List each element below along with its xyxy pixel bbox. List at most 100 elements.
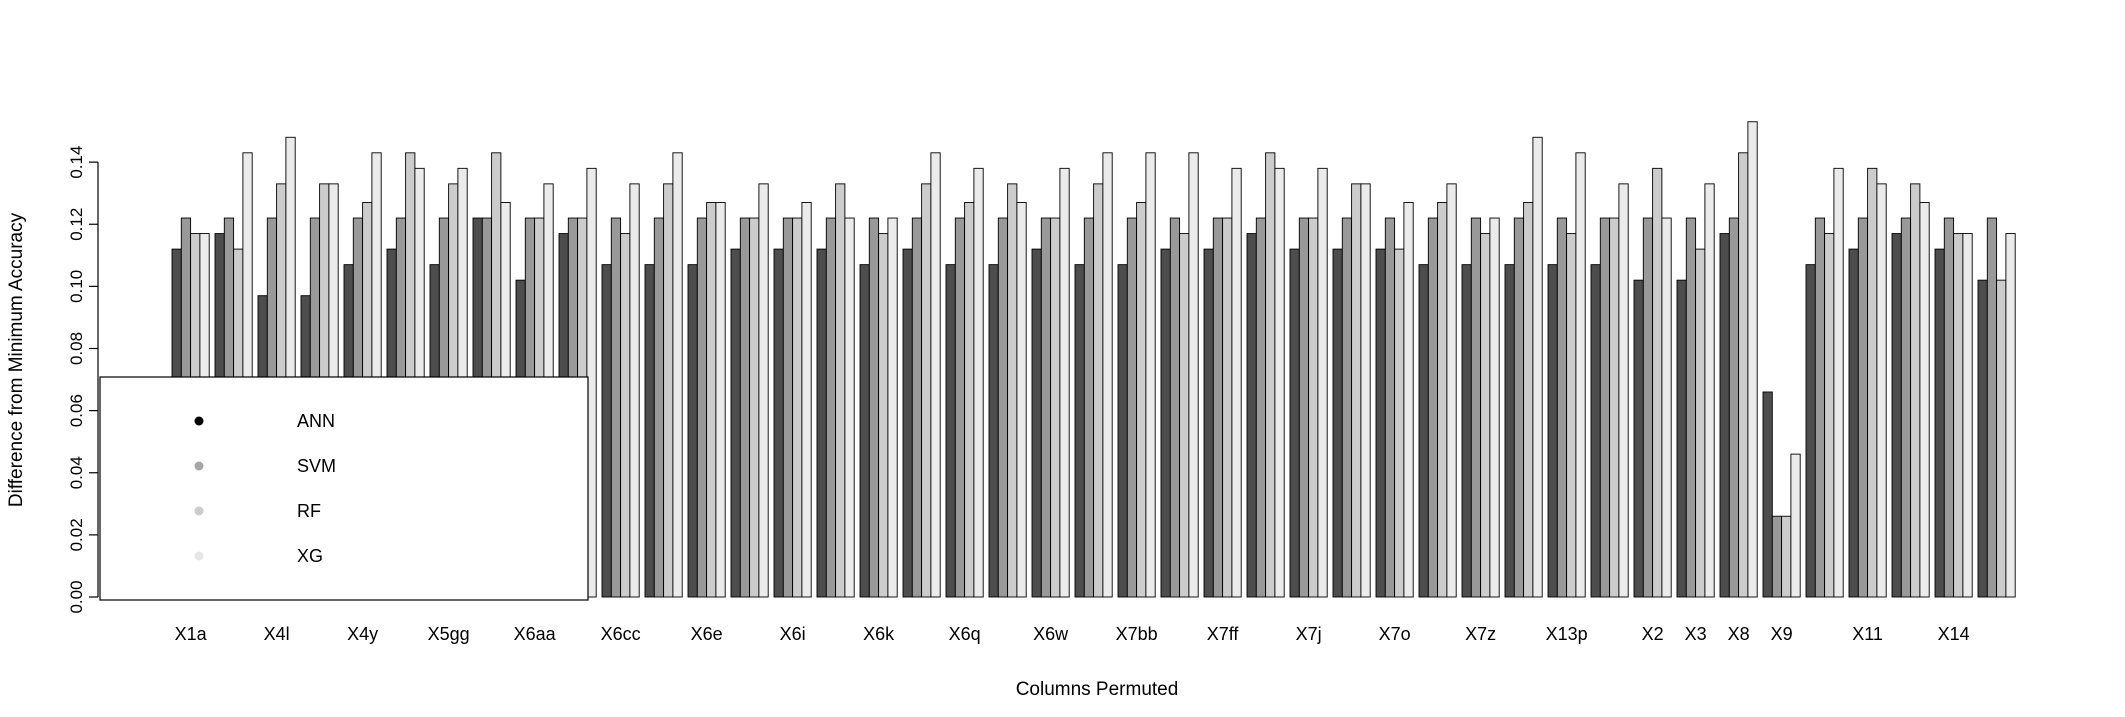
bar-svm-11: [653, 217, 665, 598]
bar-svm-20: [1040, 217, 1052, 598]
bar-ann-36: [1719, 233, 1730, 598]
bar-svm-35: [1685, 217, 1697, 598]
bar-ann-24: [1203, 248, 1214, 598]
bar-xg-40: [1919, 202, 1930, 598]
bar-rf-36: [1738, 152, 1749, 598]
bar-ann-33: [1590, 264, 1601, 598]
bar-xg-24: [1231, 167, 1242, 598]
x-tick-label: X2: [1642, 624, 1664, 644]
bar-xg-28: [1403, 202, 1414, 598]
x-tick-label: X5gg: [428, 624, 470, 644]
bar-xg-16: [887, 217, 898, 598]
bar-rf-10: [620, 233, 631, 598]
bar-rf-22: [1136, 202, 1147, 598]
bar-rf-24: [1222, 217, 1233, 598]
x-tick-label: X6w: [1033, 624, 1069, 644]
bar-ann-40: [1891, 233, 1902, 598]
bar-xg-18: [973, 167, 984, 598]
bar-svm-41: [1943, 217, 1955, 598]
bar-ann-11: [644, 264, 655, 598]
x-tick-label: X7bb: [1116, 624, 1158, 644]
bar-ann-42: [1977, 279, 1988, 598]
bar-xg-41: [1962, 233, 1973, 598]
bar-rf-19: [1007, 183, 1018, 598]
bar-ann-30: [1461, 264, 1472, 598]
bar-ann-20: [1031, 248, 1042, 598]
bar-xg-21: [1102, 152, 1113, 598]
bar-ann-41: [1934, 248, 1945, 598]
bar-ann-18: [945, 264, 956, 598]
bar-rf-21: [1093, 183, 1104, 598]
x-tick-label: X6e: [691, 624, 723, 644]
y-tick-label: 0.10: [67, 270, 86, 303]
bar-rf-30: [1480, 233, 1491, 598]
bar-xg-17: [930, 152, 941, 598]
bar-svm-36: [1728, 217, 1740, 598]
bar-ann-34: [1633, 279, 1644, 598]
bar-ann-19: [988, 264, 999, 598]
bar-xg-15: [844, 217, 855, 598]
x-tick-label: X7ff: [1207, 624, 1240, 644]
bar-svm-28: [1384, 217, 1396, 598]
bar-xg-29: [1446, 183, 1457, 598]
bar-svm-31: [1513, 217, 1525, 598]
bar-ann-21: [1074, 264, 1085, 598]
bar-xg-22: [1145, 152, 1156, 598]
bar-rf-31: [1523, 202, 1534, 598]
bar-svm-32: [1556, 217, 1568, 598]
bar-ann-29: [1418, 264, 1429, 598]
bar-ann-16: [859, 264, 870, 598]
bar-svm-26: [1298, 217, 1310, 598]
bar-svm-18: [954, 217, 966, 598]
bar-ann-35: [1676, 279, 1687, 598]
legend-marker-svm: [194, 461, 204, 471]
x-tick-label: X7j: [1296, 624, 1322, 644]
legend-label-xg: XG: [297, 546, 323, 566]
y-tick-label: 0.00: [67, 580, 86, 613]
x-axis: X1a X4l X4y X5gg X6aa X6cc X6e X6i X6k X6q X6w X7bb…: [175, 624, 1970, 644]
x-tick-label: X6cc: [601, 624, 641, 644]
legend-marker-rf: [194, 506, 204, 516]
bar-svm-38: [1814, 217, 1826, 598]
bar-xg-34: [1661, 217, 1672, 598]
bar-xg-30: [1489, 217, 1500, 598]
bar-ann-38: [1805, 264, 1816, 598]
bar-rf-18: [964, 202, 975, 598]
x-tick-label: X6q: [949, 624, 981, 644]
bar-svm-22: [1126, 217, 1138, 598]
bar-rf-15: [835, 183, 846, 598]
bar-ann-27: [1332, 248, 1343, 598]
bar-svm-37: [1771, 515, 1783, 598]
bar-ann-39: [1848, 248, 1859, 598]
bar-xg-19: [1016, 202, 1027, 598]
bar-svm-21: [1083, 217, 1095, 598]
bar-rf-35: [1695, 248, 1706, 598]
x-tick-label: X8: [1728, 624, 1750, 644]
bar-ann-15: [816, 248, 827, 598]
bar-ann-13: [730, 248, 741, 598]
legend: ANN SVM RF XG: [99, 376, 589, 601]
bar-ann-31: [1504, 264, 1515, 598]
bar-svm-34: [1642, 217, 1654, 598]
bar-ann-14: [773, 248, 784, 598]
bar-svm-23: [1169, 217, 1181, 598]
bar-svm-14: [782, 217, 794, 598]
x-tick-label: X6aa: [514, 624, 557, 644]
bar-rf-16: [878, 233, 889, 598]
bar-svm-12: [696, 217, 708, 598]
bar-svm-13: [739, 217, 751, 598]
bar-rf-38: [1824, 233, 1835, 598]
bar-svm-33: [1599, 217, 1611, 598]
y-tick-label: 0.04: [67, 456, 86, 489]
bar-rf-23: [1179, 233, 1190, 598]
x-tick-label: X4l: [264, 624, 290, 644]
y-tick-label: 0.14: [67, 146, 86, 179]
bar-rf-11: [663, 183, 674, 598]
x-tick-label: X11: [1852, 624, 1883, 644]
x-tick-label: X6k: [863, 624, 895, 644]
bar-xg-37: [1790, 453, 1801, 598]
legend-label-rf: RF: [297, 501, 321, 521]
legend-box: [99, 376, 589, 601]
bar-rf-40: [1910, 183, 1921, 598]
